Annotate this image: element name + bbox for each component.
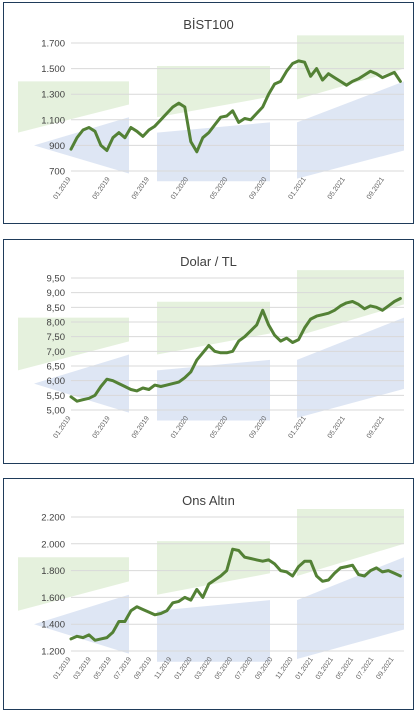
x-tick-label: 09.2021 [375, 656, 395, 681]
y-tick-label: 700 [49, 167, 65, 178]
x-tick-label: 05.2021 [335, 656, 355, 681]
trend-band [297, 35, 404, 100]
y-tick-label: 1.800 [41, 566, 65, 577]
trend-band [18, 317, 129, 371]
series-line [69, 547, 402, 642]
y-tick-label: 1.300 [41, 90, 65, 101]
x-tick-label: 01.2019 [52, 656, 72, 681]
x-tick-label: 07.2019 [113, 656, 133, 681]
trend-band [157, 301, 270, 355]
y-tick-label: 9,50 [47, 274, 66, 285]
x-tick-label: 05.2019 [92, 176, 112, 201]
series-line [69, 59, 402, 154]
x-tick-label: 01.2019 [52, 415, 72, 440]
y-tick-label: 6,50 [47, 362, 66, 373]
gold-chart-panel: Ons Altın 1.200 1.400 1.600 1.800 2.000 2.200… [3, 478, 414, 710]
x-tick-label: 11.2020 [275, 656, 295, 680]
usdtry-chart-panel: Dolar / TL 5,00 5,50 6,00 6,50 7,00 7,50 8,00 8… [3, 239, 414, 464]
x-tick-label: 09.2019 [131, 415, 151, 440]
series-line [69, 297, 402, 403]
chart-title: Ons Altın [182, 493, 235, 508]
x-tick-label: 09.2021 [366, 415, 386, 440]
x-tick-label: 01.2021 [287, 176, 307, 201]
x-tick-label: 01.2019 [52, 176, 72, 201]
x-tick-label: 01.2021 [287, 415, 307, 440]
x-tick-label: 09.2021 [366, 176, 386, 201]
x-tick-label: 03.2021 [315, 656, 335, 681]
x-tick-label: 05.2019 [93, 656, 113, 681]
chart-title: BİST100 [183, 17, 234, 32]
x-tick-label: 05.2021 [327, 176, 347, 201]
trend-band [157, 600, 270, 662]
x-tick-label: 09.2019 [131, 176, 151, 201]
y-tick-label: 6,00 [47, 376, 66, 387]
x-tick-label: 03.2019 [73, 656, 93, 681]
y-tick-label: 5,50 [47, 391, 66, 402]
y-tick-label: 1.200 [41, 647, 65, 658]
y-tick-label: 1.700 [41, 39, 65, 50]
x-tick-label: 05.2021 [327, 415, 347, 440]
bist100-plot: 700 900 1.100 1.300 1.500 1.700 01.2019 05.2019… [18, 35, 404, 201]
y-tick-label: 8,00 [47, 318, 66, 329]
x-tick-label: 09.2019 [133, 656, 153, 681]
trend-band [157, 66, 270, 118]
y-tick-label: 1.400 [41, 620, 65, 631]
trend-band [297, 317, 404, 418]
chart-title: Dolar / TL [180, 254, 237, 269]
y-tick-label: 9,00 [47, 288, 66, 299]
y-tick-label: 2.000 [41, 539, 65, 550]
y-tick-label: 2.200 [41, 513, 65, 524]
y-tick-label: 8,50 [47, 303, 66, 314]
y-tick-label: 1.500 [41, 64, 65, 75]
usdtry-plot: 5,00 5,50 6,00 6,50 7,00 7,50 8,00 8,50 9,00 9,50… [18, 270, 404, 440]
trend-band [297, 81, 404, 179]
x-tick-label: 07.2021 [355, 656, 375, 681]
y-tick-label: 7,00 [47, 347, 66, 358]
trend-band [297, 508, 404, 576]
trend-band [157, 122, 270, 182]
y-tick-label: 1.100 [41, 115, 65, 126]
y-tick-label: 7,50 [47, 332, 66, 343]
trend-band [34, 354, 129, 413]
x-tick-label: 05.2019 [92, 415, 112, 440]
trend-band [297, 557, 404, 660]
bist100-chart-panel: BİST100 700 900 1.100 1.300 1.500 1.700 01.201… [3, 2, 414, 224]
x-tick-label: 01.2021 [295, 656, 315, 681]
y-tick-label: 900 [49, 141, 65, 152]
y-tick-label: 1.600 [41, 593, 65, 604]
y-tick-label: 5,00 [47, 406, 66, 417]
trend-band [157, 359, 270, 421]
trend-band [157, 541, 270, 595]
